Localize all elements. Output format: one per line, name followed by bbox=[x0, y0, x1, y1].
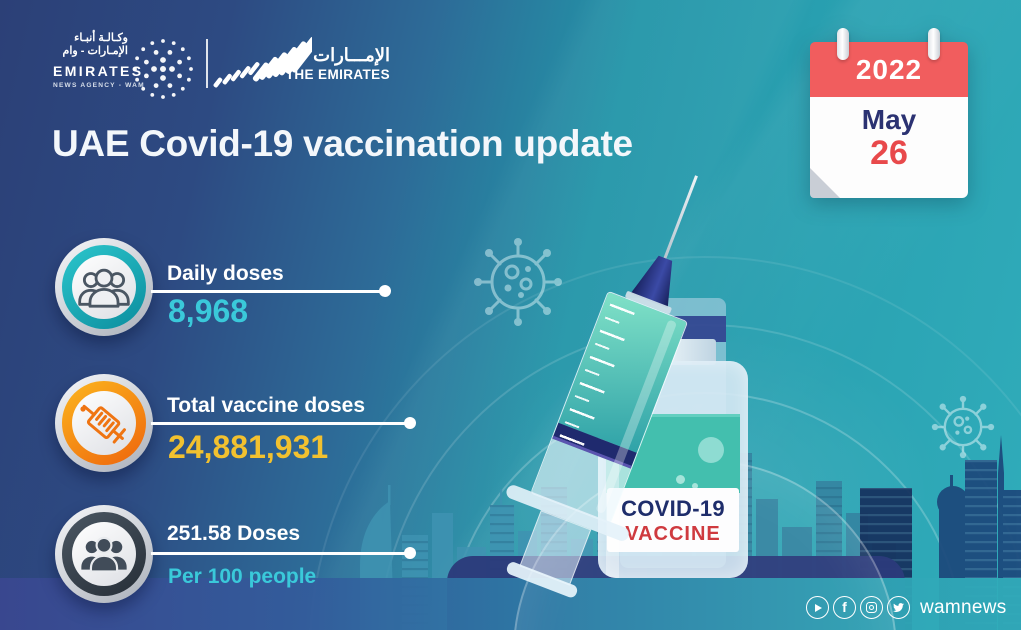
syringe-needle bbox=[662, 175, 698, 263]
people-filled-icon bbox=[72, 522, 136, 586]
vial-label: COVID-19 VACCINE bbox=[607, 488, 739, 552]
stat-label: 251.58 Doses bbox=[167, 522, 301, 545]
stat-value: 8,968 bbox=[168, 293, 249, 329]
stat-value: 24,881,931 bbox=[168, 429, 329, 465]
social-bar: f wamnews bbox=[806, 596, 1007, 619]
the-emirates-name: THE EMIRATES bbox=[285, 67, 390, 82]
logo-divider bbox=[206, 39, 208, 88]
virus-icon bbox=[474, 238, 562, 326]
vial-label-subtitle: VACCINE bbox=[625, 523, 721, 545]
youtube-icon bbox=[806, 596, 829, 619]
syringe-icon bbox=[72, 391, 136, 455]
calendar-widget: 2022 May 26 bbox=[810, 28, 968, 198]
connector-line bbox=[151, 547, 416, 559]
stat-medallion bbox=[55, 505, 153, 603]
line-end-dot bbox=[404, 547, 416, 559]
wam-logo-name: EMIRATES bbox=[53, 63, 144, 79]
stat-label: Total vaccine doses bbox=[167, 394, 366, 417]
stat-per-100-people: 251.58 Doses Per 100 people bbox=[55, 505, 416, 611]
line-end-dot bbox=[404, 417, 416, 429]
wam-logo-subtitle: NEWS AGENCY - WAM bbox=[53, 82, 145, 89]
wam-globe-icon bbox=[133, 39, 193, 99]
calendar-fold-corner bbox=[810, 168, 840, 198]
the-emirates-arabic: الإمـــارات bbox=[313, 45, 390, 65]
calendar-ring bbox=[928, 28, 940, 60]
connector-line bbox=[151, 285, 391, 297]
stat-medallion bbox=[55, 238, 153, 336]
vial-label-title: COVID-19 bbox=[621, 496, 725, 521]
line-end-dot bbox=[379, 285, 391, 297]
stat-total-doses: Total vaccine doses 24,881,931 bbox=[55, 374, 416, 480]
calendar-ring bbox=[837, 28, 849, 60]
facebook-icon: f bbox=[833, 596, 856, 619]
page-title: UAE Covid-19 vaccination update bbox=[52, 123, 633, 164]
bubble bbox=[698, 437, 724, 463]
bubble bbox=[692, 483, 698, 489]
calendar-year-band: 2022 bbox=[810, 42, 968, 97]
people-outline-icon bbox=[72, 255, 136, 319]
stat-daily-doses: Daily doses 8,968 bbox=[55, 238, 391, 344]
stat-label: Daily doses bbox=[167, 262, 284, 285]
bubble bbox=[676, 475, 685, 484]
calendar-day: 26 bbox=[870, 134, 908, 172]
the-emirates-logo-icon bbox=[213, 32, 312, 88]
social-handle: wamnews bbox=[920, 596, 1007, 618]
calendar-year: 2022 bbox=[855, 53, 923, 85]
stat-medallion bbox=[55, 374, 153, 472]
connector-line bbox=[151, 417, 416, 429]
twitter-icon bbox=[887, 596, 910, 619]
stat-value: Per 100 people bbox=[168, 565, 317, 588]
the-emirates-logo-text: الإمـــارات THE EMIRATES bbox=[278, 46, 390, 82]
virus-icon bbox=[931, 395, 995, 459]
calendar-month: May bbox=[861, 104, 917, 135]
instagram-icon bbox=[860, 596, 883, 619]
wam-logo-arabic: وكـالـة أنبـاء الإمـارات - وام bbox=[62, 32, 128, 57]
